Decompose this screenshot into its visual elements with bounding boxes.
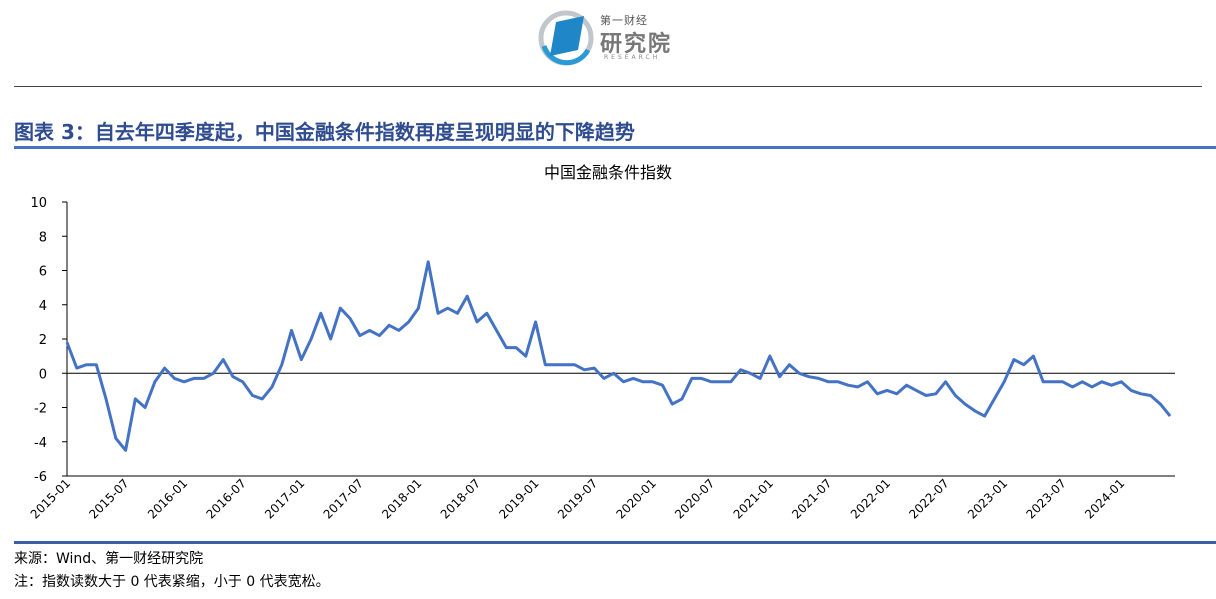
y-tick-label: 2 [39, 333, 47, 348]
x-tick-label: 2019-07 [555, 476, 600, 521]
series-line [65, 260, 1172, 452]
logo-text-big: 研究院 [600, 32, 673, 57]
y-tick-label: 10 [30, 196, 47, 211]
x-tick-label: 2023-07 [1024, 476, 1069, 521]
x-tick-label: 2021-07 [789, 476, 834, 521]
x-axis: 2015-01 2015-07 2016-01 2016-07 2017-01 2017-… [28, 475, 1175, 522]
header-divider [14, 86, 1202, 87]
x-tick-label: 2018-01 [379, 476, 424, 521]
logo-text-en: RESEARCH [604, 54, 661, 61]
x-tick-label: 2019-01 [496, 476, 541, 521]
x-tick-label: 2017-07 [321, 476, 366, 521]
x-tick-label: 2015-07 [86, 476, 131, 521]
chart-title: 中国金融条件指数 [544, 163, 672, 182]
title-divider [14, 146, 1216, 149]
x-tick-label: 2022-07 [906, 476, 951, 521]
note-text: 注：指数读数大于 0 代表紧缩，小于 0 代表宽松。 [14, 574, 330, 590]
y-tick-label: -2 [34, 402, 47, 417]
x-tick-label: 2017-01 [262, 476, 307, 521]
y-tick-label: 4 [39, 299, 47, 314]
figure-title: 图表 3：自去年四季度起，中国金融条件指数再度呈现明显的下降趋势 [14, 120, 635, 144]
x-tick-label: 2020-01 [613, 476, 658, 521]
x-tick-label: 2023-01 [965, 476, 1010, 521]
footer-divider [14, 541, 1216, 544]
y-tick-label: -6 [34, 470, 47, 485]
source-text: 来源：Wind、第一财经研究院 [14, 551, 204, 567]
y-axis: -6 -4 -2 0 2 4 6 8 10 [30, 196, 68, 485]
logo-text-small: 第一财经 [600, 14, 648, 27]
x-tick-label: 2018-07 [438, 476, 483, 521]
x-tick-label: 2021-01 [731, 476, 776, 521]
logo: 第一财经 研究院 RESEARCH [536, 6, 696, 68]
x-tick-label: 2016-01 [145, 476, 190, 521]
x-tick-label: 2016-07 [203, 476, 248, 521]
y-tick-label: 8 [39, 230, 47, 245]
x-tick-label: 2020-07 [672, 476, 717, 521]
y-tick-label: 0 [39, 367, 47, 382]
logo-emblem-icon [538, 10, 594, 66]
x-tick-label: 2022-01 [848, 476, 893, 521]
y-tick-label: -4 [34, 436, 47, 451]
y-tick-label: 6 [39, 265, 47, 280]
x-tick-label: 2024-01 [1082, 476, 1127, 521]
